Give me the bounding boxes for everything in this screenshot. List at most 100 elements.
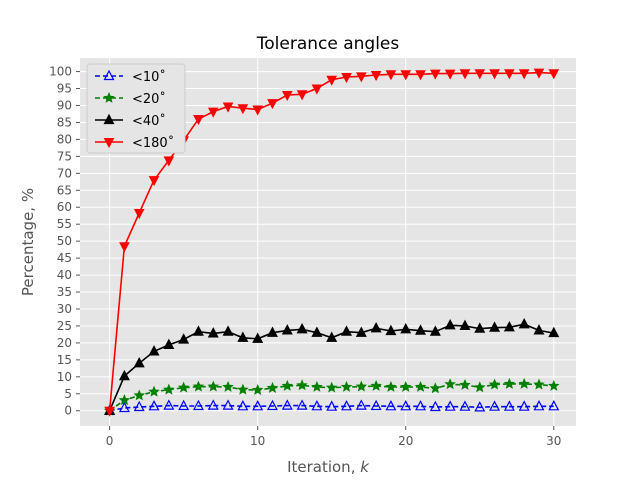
y-tick-label: 80 — [57, 132, 72, 146]
x-tick-label: 10 — [250, 434, 265, 448]
data-point — [489, 400, 501, 411]
data-point — [252, 105, 264, 116]
data-point — [326, 75, 338, 86]
y-tick-label: 35 — [57, 285, 72, 299]
data-point — [296, 399, 308, 410]
data-point — [118, 401, 130, 413]
data-point — [163, 338, 175, 350]
y-tick-label: 65 — [57, 183, 72, 197]
data-point — [148, 400, 160, 411]
data-point — [237, 104, 249, 115]
data-point — [192, 399, 204, 411]
ticks: 0 5 10 15 20 25 30 35 40 45 50 55 60 65 70 75 80 85 90 95 10… — [49, 65, 561, 448]
x-axis-label-variable: k — [360, 458, 370, 476]
legend-swatch-marker — [103, 69, 115, 81]
data-point — [415, 70, 426, 81]
data-point — [459, 319, 471, 331]
data-point — [370, 70, 382, 82]
data-point — [207, 380, 219, 392]
legend-swatch-marker — [103, 91, 115, 103]
data-point — [459, 69, 471, 80]
data-point — [370, 379, 382, 391]
data-point — [370, 322, 382, 333]
y-tick-label: 85 — [57, 115, 72, 129]
data-point — [207, 107, 219, 118]
data-point — [474, 69, 486, 80]
data-point — [341, 72, 352, 84]
data-point — [207, 327, 219, 338]
data-point — [341, 400, 353, 411]
data-point — [415, 400, 427, 411]
data-point — [281, 399, 293, 410]
data-point — [430, 69, 441, 80]
y-tick-label: 95 — [57, 82, 72, 96]
y-tick-label: 5 — [64, 387, 72, 401]
series-layer — [103, 68, 560, 417]
data-point — [192, 325, 204, 336]
legend-label: <20˚ — [132, 91, 166, 107]
data-point — [326, 331, 338, 342]
data-point — [311, 84, 323, 95]
data-point — [459, 400, 471, 411]
data-point — [193, 115, 204, 126]
data-point — [355, 72, 367, 83]
x-tick-label: 30 — [546, 434, 561, 448]
x-tick-label: 0 — [106, 434, 114, 448]
legend-item: <40˚ — [95, 113, 166, 129]
data-point — [296, 90, 308, 101]
data-point — [385, 324, 397, 336]
chart-title: Tolerance angles — [256, 34, 400, 54]
data-point — [400, 400, 412, 411]
legend-label: <10˚ — [132, 69, 166, 85]
data-point — [533, 378, 545, 390]
data-point — [503, 321, 515, 332]
data-point — [548, 69, 560, 80]
data-point — [547, 379, 560, 391]
data-point — [133, 209, 145, 220]
data-point — [148, 385, 160, 397]
data-point — [385, 70, 397, 81]
data-point — [518, 400, 530, 411]
legend-box — [86, 63, 186, 154]
data-point — [266, 326, 278, 337]
legend-label: <180˚ — [132, 135, 174, 151]
data-point — [163, 156, 175, 167]
data-point — [518, 377, 530, 389]
data-point — [281, 379, 293, 391]
data-point — [474, 401, 486, 412]
data-point — [178, 333, 190, 344]
data-point — [252, 400, 264, 411]
data-point — [237, 383, 249, 395]
legend-label: <40˚ — [132, 113, 166, 129]
data-point — [548, 400, 560, 411]
series-3 — [104, 317, 560, 415]
x-axis-label: Iteration, k — [287, 458, 370, 476]
data-point — [489, 321, 501, 332]
data-point — [251, 383, 264, 395]
data-point — [311, 326, 323, 337]
y-tick-label: 100 — [49, 65, 72, 79]
data-point — [518, 69, 530, 80]
data-point — [444, 400, 456, 411]
data-point — [133, 389, 145, 401]
data-point — [148, 345, 160, 356]
data-point — [119, 242, 130, 253]
data-point — [266, 381, 279, 393]
data-point — [163, 399, 175, 410]
data-point — [222, 380, 234, 392]
data-point — [148, 176, 160, 187]
y-tick-label: 10 — [57, 370, 72, 384]
data-point — [355, 326, 367, 337]
data-point — [340, 380, 353, 392]
data-point — [548, 326, 560, 338]
data-point — [341, 325, 353, 336]
data-point — [385, 400, 397, 411]
data-point — [533, 324, 545, 335]
data-point — [355, 399, 367, 410]
series-2 — [103, 377, 560, 416]
data-point — [474, 322, 486, 333]
y-tick-label: 70 — [57, 166, 72, 180]
data-point — [415, 324, 427, 335]
data-point — [488, 378, 501, 390]
